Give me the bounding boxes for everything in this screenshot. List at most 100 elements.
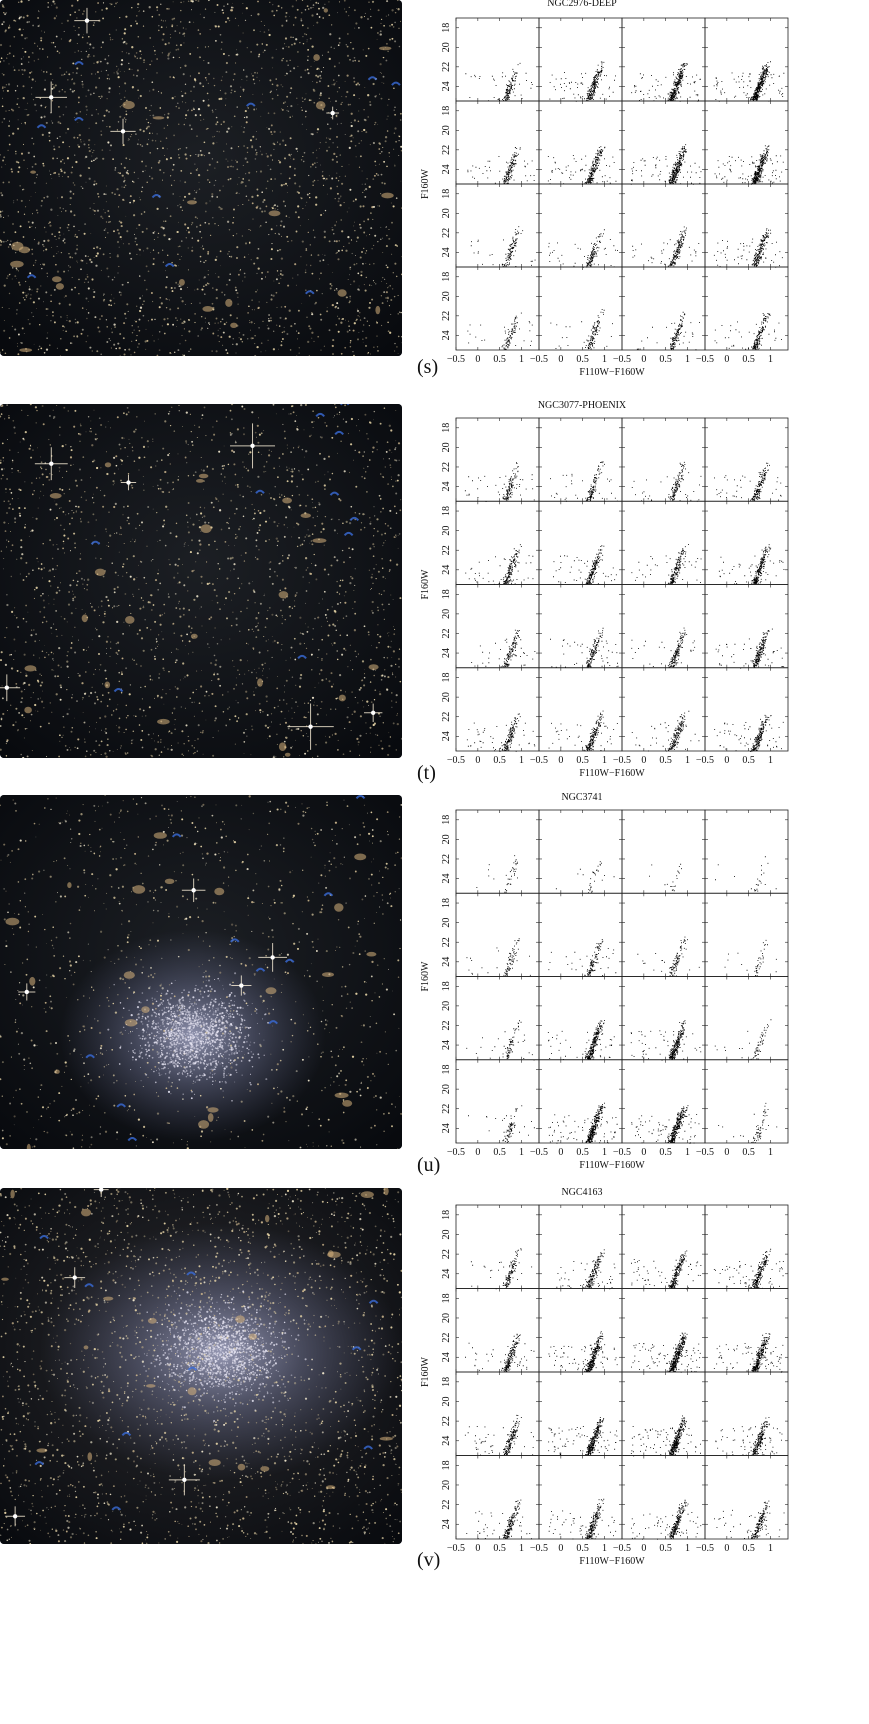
cmd-panel-r2-c3: [621, 500, 706, 585]
cmd-star-points: [547, 1020, 615, 1060]
cmd-star-points: [548, 229, 618, 268]
x-tick-label: 0: [724, 354, 729, 365]
cmd-panel-r1-c2: [538, 17, 623, 102]
y-tick-label: 24: [441, 1123, 452, 1133]
galaxy-image-v: [0, 1188, 402, 1544]
y-tick-label: 22: [441, 311, 452, 321]
cmd-panel-r1-c1: [455, 1204, 540, 1290]
x-tick-label: 0.5: [659, 354, 672, 365]
row-tag: (v): [417, 1549, 441, 1571]
cmd-star-points: [631, 461, 702, 502]
cmd-star-points: [636, 311, 700, 351]
x-tick-label: −0.5: [696, 755, 714, 766]
cmd-panel-r4-c1: [455, 1455, 540, 1540]
cmd-star-points: [631, 1499, 702, 1540]
x-tick-label: −0.5: [613, 1543, 631, 1554]
cmd-panel-r2-c4: [704, 500, 789, 585]
cmd-panel-r4-c2: [538, 1455, 623, 1540]
y-tick-label: 20: [441, 1084, 452, 1094]
cmd-panel-r4-c3: [621, 1455, 706, 1540]
y-tick-label: 24: [441, 1269, 452, 1279]
cmd-star-points: [549, 61, 616, 102]
cmd-star-points: [468, 1105, 535, 1143]
x-tick-label: −0.5: [696, 1147, 714, 1158]
x-tick-label: 0: [641, 755, 646, 766]
x-tick-label: −0.5: [613, 755, 631, 766]
cmd-star-points: [631, 63, 701, 102]
x-tick-label: 1: [768, 755, 773, 766]
cmd-star-points: [548, 710, 618, 752]
x-tick-label: 0.5: [742, 755, 755, 766]
cmd-panel-r1-c1: [455, 809, 540, 894]
x-tick-label: 1: [519, 755, 524, 766]
cmd-panel-r1-c2: [538, 1204, 623, 1290]
y-tick-label: 20: [441, 1001, 452, 1011]
cmd-panel-r4-c1: [455, 1059, 540, 1144]
x-tick-label: 1: [519, 1147, 524, 1158]
y-axis-label: F160W: [420, 569, 431, 600]
cmd-panel-r3-c2: [538, 584, 623, 669]
cmd-title: NGC3741: [561, 792, 602, 803]
x-tick-label: 0: [724, 755, 729, 766]
cmd-panel-r2-c4: [704, 1288, 789, 1373]
cmd-star-points: [550, 309, 613, 350]
y-tick-label: 22: [441, 937, 452, 947]
x-tick-label: 1: [519, 1543, 524, 1554]
cmd-panel-r2-c2: [538, 1288, 623, 1373]
cmd-panel-r3-c1: [455, 584, 540, 669]
cmd-star-points: [555, 861, 615, 894]
x-tick-label: 0: [724, 1147, 729, 1158]
cmd-star-points: [467, 147, 535, 184]
y-tick-label: 24: [441, 1040, 452, 1050]
x-tick-label: −0.5: [447, 354, 465, 365]
y-tick-label: 20: [441, 208, 452, 218]
cmd-star-points: [631, 1332, 701, 1373]
y-tick-label: 18: [441, 1293, 452, 1303]
x-tick-label: 0.5: [576, 755, 589, 766]
cmd-panel-r3-c3: [621, 584, 706, 669]
x-tick-label: −0.5: [696, 354, 714, 365]
cmd-panel-r2-c3: [621, 100, 706, 185]
cmd-panel-r4-c1: [455, 667, 540, 752]
cmd-star-points: [548, 939, 617, 977]
y-tick-label: 20: [441, 42, 452, 52]
cmd-star-points: [466, 1499, 532, 1540]
cmd-star-points: [632, 226, 700, 267]
x-tick-label: 0.5: [493, 1147, 506, 1158]
y-tick-label: 22: [441, 462, 452, 472]
y-tick-label: 22: [441, 628, 452, 638]
x-tick-label: 0.5: [659, 755, 672, 766]
y-tick-label: 20: [441, 1480, 452, 1490]
cmd-star-points: [714, 145, 784, 185]
cmd-star-points: [467, 312, 533, 350]
cmd-star-points: [466, 938, 531, 977]
cmd-panel-r1-c2: [538, 809, 623, 894]
cmd-panel-r2-c2: [538, 100, 623, 185]
x-tick-label: −0.5: [447, 1147, 465, 1158]
y-tick-label: 22: [441, 545, 452, 555]
cmd-panel-r4-c2: [538, 266, 623, 351]
cmd-star-points: [470, 1248, 533, 1290]
cmd-panel-r4-c1: [455, 266, 540, 351]
x-tick-label: 0: [475, 1543, 480, 1554]
cmd-star-points: [548, 1331, 618, 1372]
cmd-star-points: [714, 714, 784, 752]
x-tick-label: −0.5: [696, 1543, 714, 1554]
cmd-panel-r1-c3: [621, 17, 706, 102]
cmd-panel-r1-c1: [455, 17, 540, 102]
cmd-panel-r4-c3: [621, 667, 706, 752]
cmd-star-points: [548, 1102, 618, 1144]
galaxy-image-t: [0, 404, 402, 758]
cmd-panel-r1-c4: [704, 809, 789, 894]
y-tick-label: 20: [441, 526, 452, 536]
cmd-star-points: [715, 856, 777, 892]
cmd-panel-r3-c2: [538, 976, 623, 1061]
cmd-grid-1: NGC2976-DEEP 18 20 22 24 18 20 22 24 18 20 22 24 18 20…: [420, 0, 789, 378]
y-tick-label: 18: [441, 589, 452, 599]
y-tick-label: 22: [441, 62, 452, 72]
cmd-panel-r4-c4: [704, 667, 789, 752]
x-tick-label: −0.5: [613, 354, 631, 365]
x-tick-label: 1: [685, 1147, 690, 1158]
x-tick-label: 0: [558, 755, 563, 766]
